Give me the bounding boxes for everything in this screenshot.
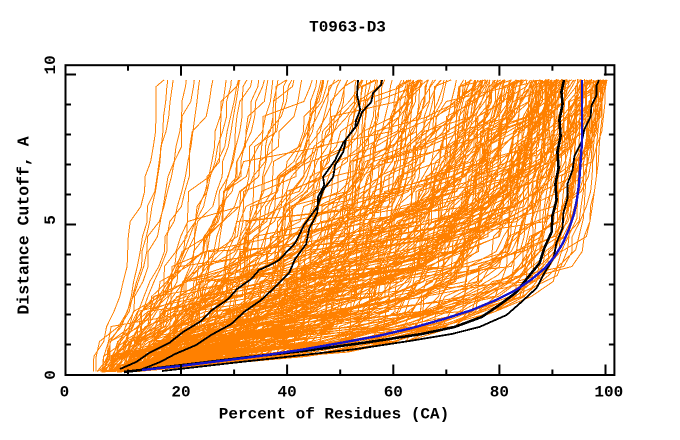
svg-text:100: 100 (594, 383, 623, 401)
svg-text:Percent of Residues (CA): Percent of Residues (CA) (219, 406, 449, 424)
svg-text:Distance Cutoff, A: Distance Cutoff, A (14, 136, 33, 314)
svg-text:20: 20 (171, 383, 190, 401)
svg-text:T0963-D3: T0963-D3 (309, 19, 386, 37)
svg-text:60: 60 (384, 383, 403, 401)
svg-text:5: 5 (42, 215, 60, 225)
svg-text:10: 10 (42, 55, 60, 74)
svg-text:40: 40 (277, 383, 296, 401)
svg-text:80: 80 (490, 383, 509, 401)
svg-text:0: 0 (42, 370, 60, 380)
svg-text:0: 0 (60, 383, 70, 401)
